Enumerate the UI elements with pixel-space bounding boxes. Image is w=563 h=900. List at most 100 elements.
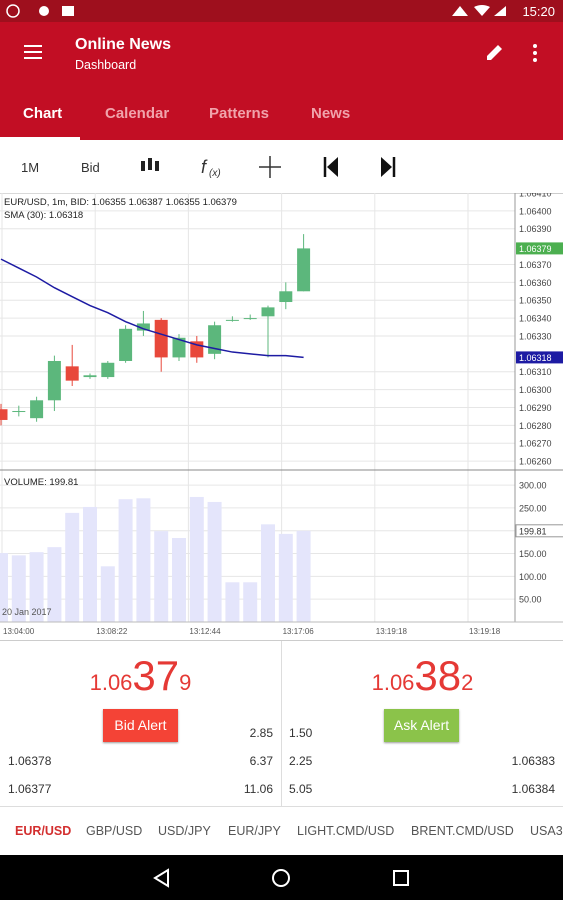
menu-button[interactable] <box>24 44 44 60</box>
ask-alert-button[interactable]: Ask Alert <box>384 709 459 742</box>
candle-body <box>243 318 257 320</box>
candle-body <box>279 291 293 303</box>
chart: 13:04:00 13:08:22 13:12:44 13:17:06 13:19:18… <box>0 193 563 636</box>
nav-icons[interactable] <box>0 855 563 900</box>
price-prefix: 1.06 <box>89 670 133 695</box>
symbol-tab[interactable]: LIGHT.CMD/USD <box>297 824 395 838</box>
volume-bar <box>172 538 186 622</box>
candle-body <box>0 409 8 420</box>
bid-price: 1.06379 <box>0 652 281 700</box>
symbol-tab[interactable]: EUR/JPY <box>228 824 281 838</box>
app-bar: Online News Dashboard Chart Calendar Pat… <box>0 22 563 140</box>
volume-bar <box>207 501 222 622</box>
y-tick-label: 150.00 <box>519 549 547 559</box>
sma-legend: SMA (30): 1.06318 <box>4 210 83 221</box>
bid-volume: 11.06 <box>243 782 273 796</box>
volume-bar <box>65 512 80 622</box>
volume-bar <box>118 499 133 622</box>
x-tick-label: 13:19:18 <box>376 627 408 636</box>
price-tag-label: 199.81 <box>519 526 547 536</box>
candle-body <box>225 319 239 321</box>
price-suffix: 9 <box>179 670 192 695</box>
status-icons <box>6 4 74 18</box>
x-tick-label: 13:12:44 <box>189 627 221 636</box>
symbol-tab[interactable]: BRENT.CMD/USD <box>411 824 514 838</box>
price-type[interactable]: Bid <box>81 160 100 175</box>
candle-body <box>12 411 26 413</box>
y-tick-label: 50.00 <box>519 595 542 605</box>
divider <box>281 641 282 806</box>
price-tag-label: 1.06318 <box>519 353 552 363</box>
bid-price-level: 1.06377 <box>8 782 52 796</box>
svg-text:(x): (x) <box>209 168 221 179</box>
price-tag-label: 1.06379 <box>519 244 552 254</box>
tab-indicator <box>0 137 80 140</box>
y-tick-label: 1.06290 <box>519 403 552 413</box>
tab[interactable]: Calendar <box>105 105 170 122</box>
y-tick-label: 1.06410 <box>519 193 552 199</box>
system-icons <box>452 5 506 16</box>
y-tick-label: 1.06260 <box>519 457 552 467</box>
candle-body <box>261 307 275 317</box>
divider <box>0 806 563 807</box>
price-prefix: 1.06 <box>371 670 415 695</box>
ask-price-level: 1.06384 <box>511 782 555 796</box>
y-tick-label: 1.06340 <box>519 314 552 324</box>
price-suffix: 2 <box>461 670 474 695</box>
price-tag <box>515 524 563 538</box>
candle-body <box>136 323 150 331</box>
volume-bar <box>261 524 275 622</box>
candle-body <box>83 375 97 378</box>
bid-volume: 2.85 <box>249 726 273 740</box>
divider <box>0 640 563 641</box>
volume-bar <box>0 553 8 622</box>
price-tag <box>516 242 563 255</box>
candle-body <box>208 325 222 354</box>
volume-bar <box>100 566 115 622</box>
x-tick-label: 13:08:22 <box>96 627 128 636</box>
volume-header: VOLUME: 199.81 <box>4 477 78 488</box>
symbol-tab[interactable]: GBP/USD <box>86 824 143 838</box>
ask-price: 1.06382 <box>282 652 563 700</box>
bid-price-level: 1.06378 <box>8 754 52 768</box>
candle-body <box>101 362 115 378</box>
symbol-tab[interactable]: EUR/USD <box>15 824 72 838</box>
status-time: 15:20 <box>522 4 555 19</box>
y-tick-label: 1.06330 <box>519 331 552 341</box>
y-tick-label: 1.06370 <box>519 260 552 270</box>
tab[interactable]: Chart <box>23 105 63 122</box>
y-tick-label: 1.06390 <box>519 224 552 234</box>
tab[interactable]: News <box>311 105 351 122</box>
ask-price-level: 1.06383 <box>511 754 555 768</box>
x-tick-label: 13:17:06 <box>283 627 315 636</box>
timeframe[interactable]: 1M <box>21 160 40 175</box>
ask-volume: 1.50 <box>289 726 313 740</box>
symbol-tab[interactable]: USA3 <box>530 824 563 838</box>
nav-bar <box>0 855 563 900</box>
candle-body <box>119 328 133 361</box>
volume-bar <box>136 498 151 622</box>
y-tick-label: 1.06360 <box>519 278 552 288</box>
candle-body <box>30 400 44 419</box>
volume-bar <box>296 530 311 622</box>
action-icons[interactable] <box>484 42 544 64</box>
volume-bar <box>47 547 62 622</box>
status-bar: 15:20 <box>0 0 563 22</box>
svg-text:f: f <box>201 157 208 177</box>
toolbar: 1M Bid f (x) <box>0 140 563 194</box>
candle-body <box>172 337 186 358</box>
chart-header: EUR/USD, 1m, BID: 1.06355 1.06387 1.0635… <box>4 197 237 208</box>
ask-volume: 5.05 <box>289 782 313 796</box>
candle-body <box>65 366 79 381</box>
sma-line <box>0 258 304 359</box>
y-tick-label: 1.06310 <box>519 367 552 377</box>
tab[interactable]: Patterns <box>209 105 270 122</box>
y-tick-label: 1.06400 <box>519 206 552 216</box>
bid-alert-button[interactable]: Bid Alert <box>103 709 178 742</box>
ask-volume: 2.25 <box>289 754 313 768</box>
volume-bar <box>243 582 258 622</box>
symbol-tab[interactable]: USD/JPY <box>158 824 211 838</box>
toolbar-icons[interactable]: f (x) <box>135 154 405 180</box>
y-tick-label: 300.00 <box>519 481 547 491</box>
